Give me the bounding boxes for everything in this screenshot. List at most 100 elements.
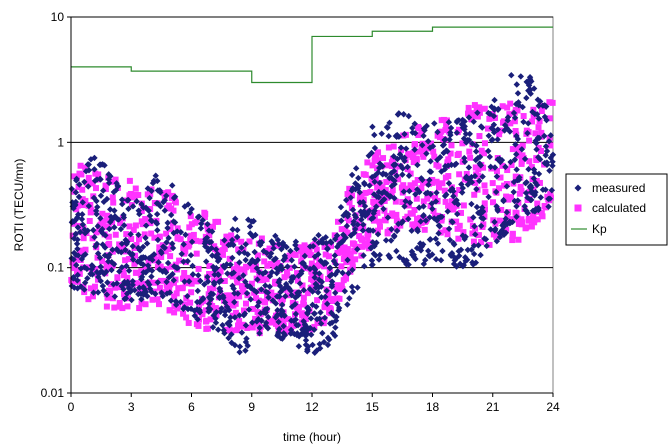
calculated-point bbox=[392, 198, 399, 205]
calculated-point bbox=[300, 300, 307, 307]
measured-point bbox=[348, 231, 355, 239]
measured-point bbox=[288, 329, 296, 337]
measured-point bbox=[154, 279, 161, 286]
calculated-point bbox=[109, 194, 116, 201]
measured-point bbox=[126, 249, 133, 256]
calculated-point bbox=[493, 234, 500, 241]
measured-point bbox=[522, 189, 530, 197]
calculated-point bbox=[206, 270, 213, 277]
measured-point bbox=[473, 185, 480, 193]
calculated-point bbox=[397, 222, 404, 229]
measured-point bbox=[105, 179, 113, 187]
measured-point bbox=[503, 209, 511, 216]
measured-point bbox=[138, 296, 145, 303]
measured-point bbox=[235, 274, 243, 282]
calculated-point bbox=[402, 185, 409, 192]
measured-point bbox=[362, 212, 369, 220]
measured-point bbox=[471, 223, 478, 230]
calculated-point bbox=[460, 202, 467, 209]
measured-point bbox=[458, 189, 466, 196]
calculated-point bbox=[546, 115, 553, 122]
measured-point bbox=[338, 217, 345, 224]
measured-point bbox=[120, 222, 128, 229]
measured-point bbox=[97, 277, 104, 285]
calculated-point bbox=[344, 191, 351, 198]
measured-point bbox=[169, 182, 176, 189]
calculated-point bbox=[154, 296, 161, 303]
measured-point bbox=[228, 339, 235, 346]
calculated-point bbox=[151, 254, 158, 261]
measured-point bbox=[519, 103, 526, 111]
measured-point bbox=[74, 245, 81, 253]
measured-point bbox=[262, 322, 269, 329]
measured-point bbox=[154, 187, 162, 194]
calculated-point bbox=[526, 137, 533, 144]
measured-point bbox=[246, 223, 254, 230]
calculated-point bbox=[102, 186, 109, 193]
calculated-point bbox=[157, 277, 164, 284]
measured-point bbox=[249, 319, 256, 326]
measured-point bbox=[436, 153, 444, 161]
calculated-point bbox=[188, 234, 195, 241]
calculated-point bbox=[504, 167, 511, 174]
measured-point bbox=[94, 223, 101, 230]
measured-point bbox=[445, 180, 453, 187]
calculated-point bbox=[307, 252, 314, 259]
calculated-point bbox=[103, 217, 110, 224]
measured-point bbox=[221, 308, 229, 315]
measured-point bbox=[281, 252, 288, 260]
calculated-point bbox=[411, 180, 418, 187]
calculated-point bbox=[298, 310, 305, 317]
measured-point bbox=[350, 218, 357, 225]
calculated-point bbox=[453, 218, 460, 225]
measured-point bbox=[535, 170, 543, 178]
measured-point bbox=[231, 298, 238, 306]
calculated-point bbox=[236, 317, 243, 324]
measured-point bbox=[441, 192, 449, 200]
measured-point bbox=[313, 315, 321, 323]
measured-point bbox=[97, 263, 104, 270]
measured-point bbox=[427, 236, 434, 243]
measured-point bbox=[225, 334, 232, 342]
measured-point bbox=[91, 166, 98, 173]
measured-point bbox=[476, 177, 483, 185]
calculated-point bbox=[470, 238, 477, 245]
measured-point bbox=[450, 193, 457, 200]
calculated-point bbox=[301, 242, 308, 249]
calculated-point bbox=[202, 211, 209, 218]
measured-point bbox=[530, 166, 538, 173]
measured-point bbox=[469, 259, 476, 266]
calculated-point bbox=[451, 190, 458, 197]
measured-point bbox=[216, 278, 223, 286]
calculated-point bbox=[407, 182, 414, 189]
calculated-point bbox=[164, 287, 171, 294]
measured-point bbox=[137, 260, 145, 267]
calculated-point bbox=[536, 118, 543, 125]
calculated-point bbox=[92, 185, 99, 192]
calculated-point bbox=[97, 221, 104, 228]
measured-point bbox=[257, 309, 264, 317]
calculated-point bbox=[334, 218, 341, 225]
calculated-point bbox=[78, 171, 85, 178]
measured-point bbox=[531, 208, 539, 215]
measured-point bbox=[177, 298, 184, 306]
measured-point bbox=[482, 236, 490, 243]
measured-point bbox=[227, 261, 234, 268]
measured-point bbox=[452, 160, 460, 167]
calculated-point bbox=[455, 150, 462, 157]
measured-point bbox=[96, 269, 104, 276]
measured-point bbox=[473, 142, 480, 149]
measured-point bbox=[221, 237, 228, 244]
measured-point bbox=[513, 166, 520, 173]
measured-point bbox=[348, 283, 356, 291]
measured-point bbox=[451, 241, 458, 248]
measured-point bbox=[523, 94, 530, 102]
measured-point bbox=[422, 217, 430, 224]
calculated-point bbox=[465, 104, 472, 111]
calculated-point bbox=[496, 185, 503, 192]
measured-point bbox=[472, 148, 480, 155]
calculated-point bbox=[512, 128, 519, 135]
measured-point bbox=[411, 120, 418, 127]
measured-point bbox=[275, 266, 283, 273]
measured-point bbox=[127, 286, 134, 294]
